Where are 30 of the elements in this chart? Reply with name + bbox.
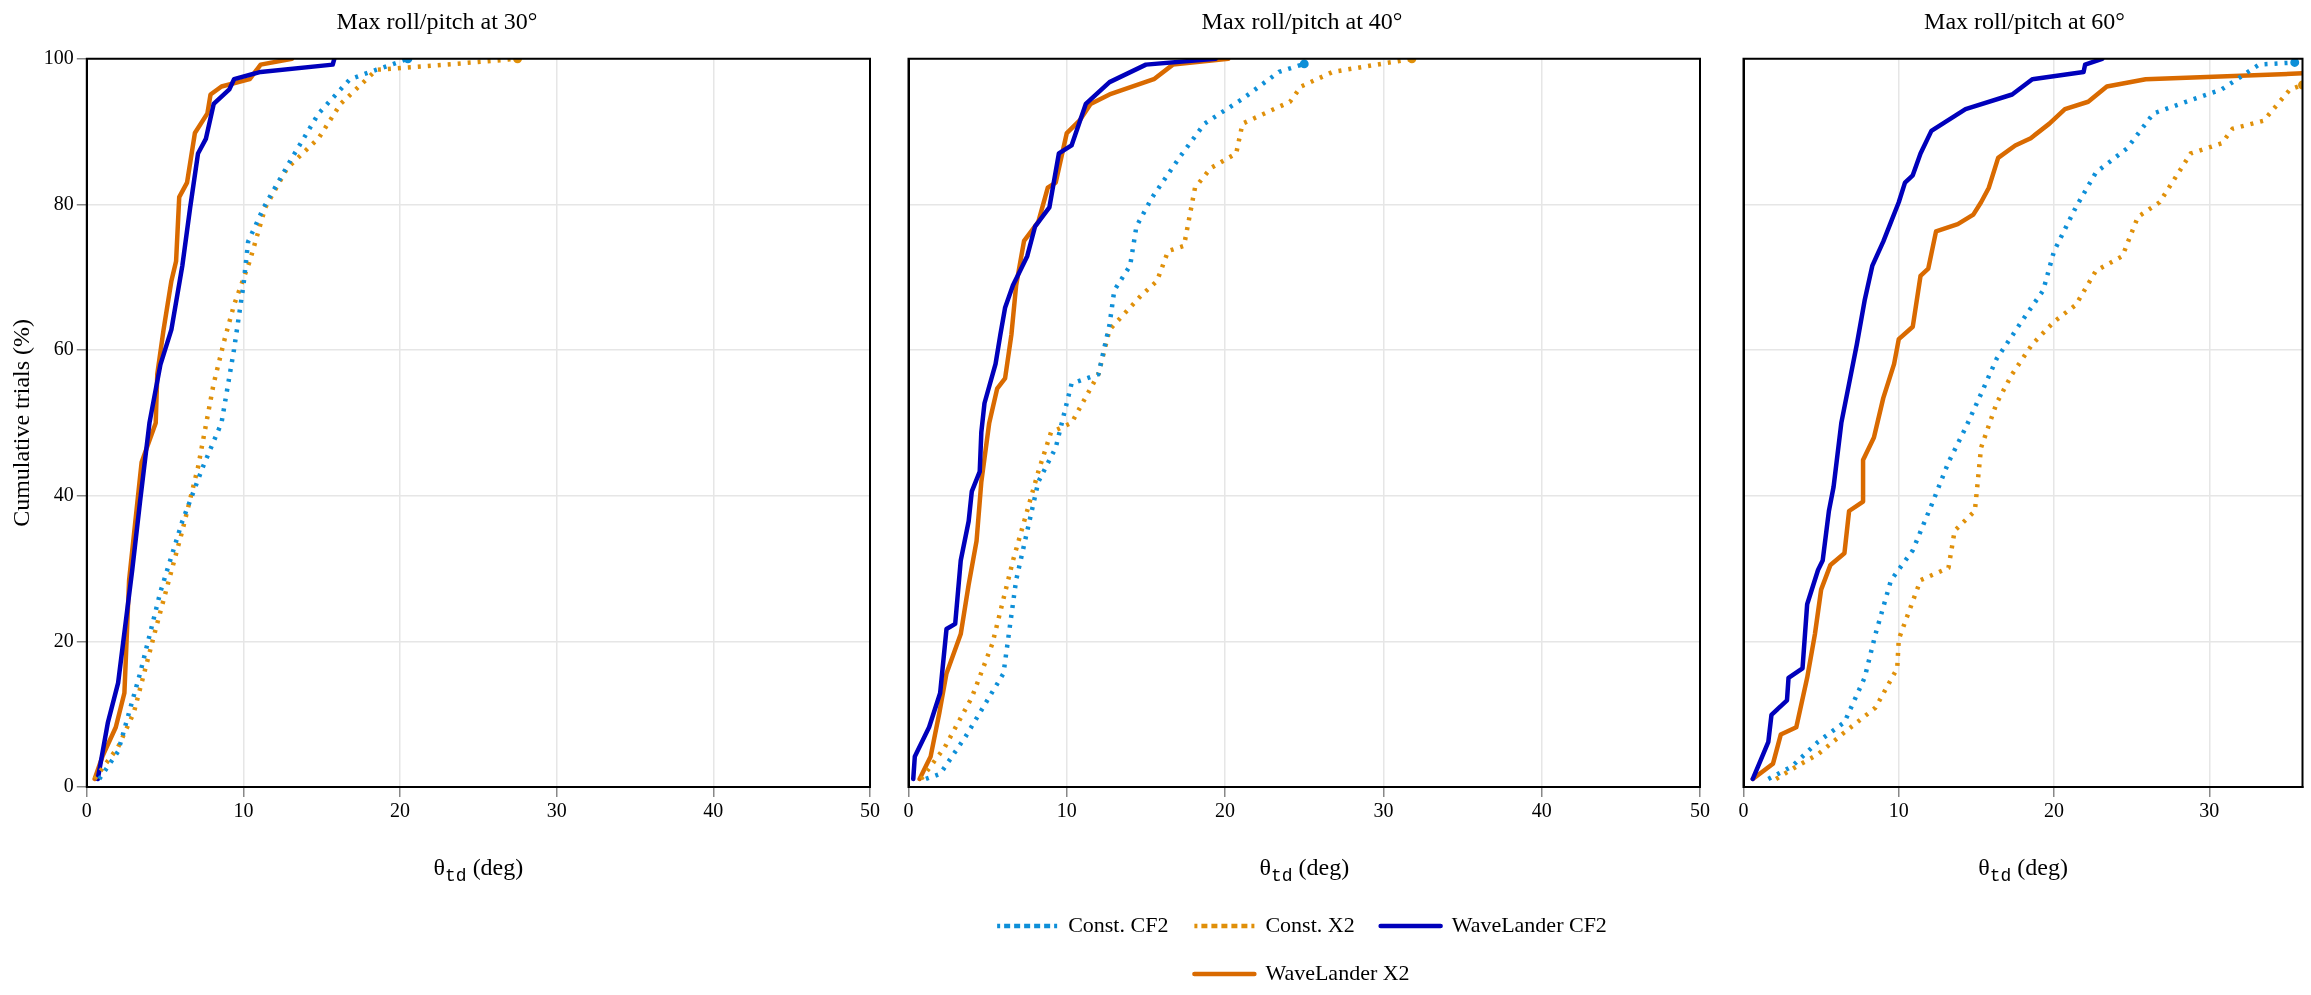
y-axis-title: Cumulative trials (%) xyxy=(7,318,34,527)
legend-label: Const. CF2 xyxy=(1068,911,1169,937)
x-tick-label: 0 xyxy=(81,799,92,822)
x-tick-label: 40 xyxy=(1531,799,1552,822)
legend-label: Const. X2 xyxy=(1265,911,1355,937)
x-tick-label: 10 xyxy=(1056,799,1077,822)
y-tick-label: 0 xyxy=(63,774,74,797)
y-tick-label: 20 xyxy=(53,628,74,651)
legend-label: WaveLander CF2 xyxy=(1451,911,1607,937)
x-tick-label: 0 xyxy=(903,799,914,822)
y-tick-label: 100 xyxy=(43,46,74,69)
chart-title: Max roll/pitch at 40° xyxy=(1201,7,1403,34)
y-tick-label: 40 xyxy=(53,482,74,505)
x-tick-label: 30 xyxy=(2199,799,2220,822)
y-tick-label: 80 xyxy=(53,191,74,214)
x-tick-label: 20 xyxy=(390,799,411,822)
legend-label: WaveLander X2 xyxy=(1265,959,1410,985)
x-tick-label: 30 xyxy=(1373,799,1394,822)
x-tick-label: 50 xyxy=(860,799,880,822)
x-tick-label: 20 xyxy=(2044,799,2065,822)
x-tick-label: 10 xyxy=(1888,799,1909,822)
x-tick-label: 20 xyxy=(1215,799,1236,822)
x-tick-label: 40 xyxy=(703,799,724,822)
x-tick-label: 10 xyxy=(233,799,254,822)
chart-title: Max roll/pitch at 30° xyxy=(336,7,538,34)
chart-title: Max roll/pitch at 60° xyxy=(1924,7,2125,34)
x-tick-label: 50 xyxy=(1690,799,1710,822)
x-tick-label: 30 xyxy=(546,799,567,822)
x-tick-label: 0 xyxy=(1738,799,1749,822)
y-tick-label: 60 xyxy=(53,337,74,360)
